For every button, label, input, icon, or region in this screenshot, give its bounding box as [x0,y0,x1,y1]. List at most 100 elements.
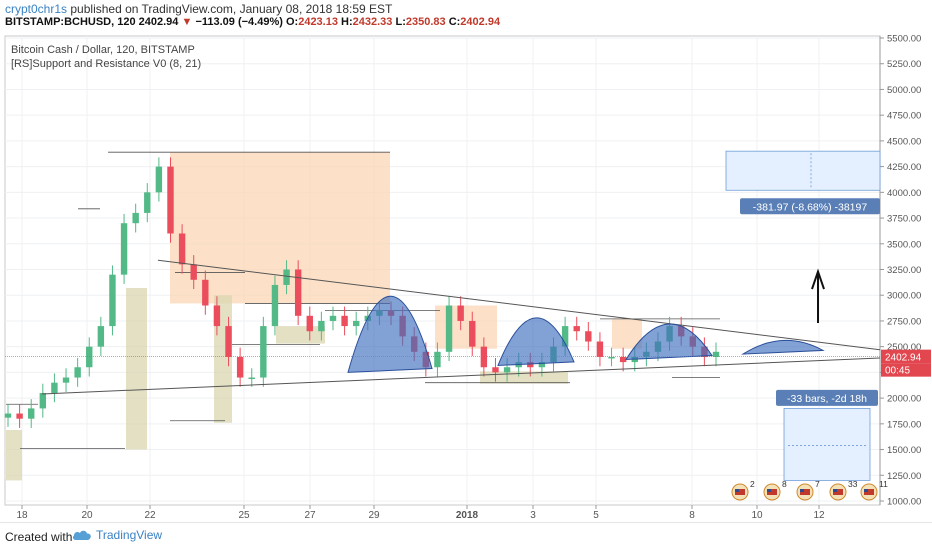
change-value: −113.09 (−4.49%) [195,16,283,28]
price-tick-label: 1750.00 [887,419,921,430]
indicator-title: [RS]Support and Resistance V0 (8, 21) [11,58,202,70]
event-flag-canton [735,489,739,492]
price-tick-label: 1000.00 [887,497,921,508]
sr-zone [6,430,22,481]
price-tick-label: 3500.00 [887,239,921,250]
measure-bars-tag [776,389,878,406]
time-tick-label: 2018 [456,510,479,521]
event-count-label: 8 [782,479,787,489]
candle-body [561,326,569,347]
high-label: H: [341,16,353,28]
price-tick-label: 3250.00 [887,265,921,276]
event-count-label: 2 [750,479,755,489]
event-flag-canton [864,489,868,492]
low-value: 2350.83 [405,16,446,28]
event-flag-canton [767,489,771,492]
published-text: published on TradingView.com, January 08… [70,2,393,16]
candle-body [74,367,81,378]
author-link[interactable]: crypt0chr1s [5,2,68,16]
price-tick-label: 1500.00 [887,445,921,456]
candle-body [457,305,464,321]
close-value: 2402.94 [460,16,501,28]
cloud-icon [72,530,91,540]
candle-body [190,264,197,280]
event-flag-canton [800,489,804,492]
candle-body [318,320,325,332]
candle-body [109,274,116,327]
candle-body [283,269,290,285]
candle-body [294,269,302,316]
cycle-arc [741,339,825,355]
sr-zone [126,288,147,450]
tradingview-brand[interactable]: TradingView [72,528,162,542]
candle-body [4,413,12,418]
time-tick-label: 22 [144,510,156,521]
candle-body [480,346,488,368]
time-tick-label: 27 [304,510,316,521]
publish-line: crypt0chr1s published on TradingView.com… [5,2,392,16]
chart-title: Bitcoin Cash / Dollar, 120, BITSTAMP [11,44,195,56]
time-tick-label: 20 [81,510,93,521]
time-tick-label: 3 [530,510,536,521]
cycle-arc [497,317,575,366]
sr-zone [276,326,325,344]
time-tick-label: 25 [238,510,250,521]
plot-frame [4,35,881,506]
candle-body [306,315,313,332]
measure-price-tag [740,198,880,215]
candle-body [492,367,499,373]
open-label: O: [285,16,299,28]
price-tick-label: 2000.00 [887,394,921,405]
cycle-arc [347,295,433,373]
candle-body [596,341,604,357]
time-tick-label: 29 [368,510,380,521]
current-price-tag [881,349,931,364]
event-flag-stripe [735,489,745,495]
price-tick-label: 5500.00 [887,34,921,45]
price-chart[interactable]: 5500.00 5250.00 5000.00 4750.00 4500.00 4250.… [0,30,932,522]
candle-body [608,356,615,359]
close-label: C: [448,16,461,28]
candle-body [271,284,279,327]
candle-body [120,223,128,275]
price-tick-label: 4500.00 [887,136,921,147]
event-flag-canton [833,489,837,492]
countdown-tag [881,363,931,377]
candle-body [225,326,232,357]
candle-body [329,315,337,321]
candle-body [469,320,476,347]
candle-body [155,166,163,193]
price-tick-label: 2750.00 [887,316,921,327]
candle-body [202,279,209,306]
measure-box-time [783,407,871,481]
time-tick-label: 12 [813,510,825,521]
current-price-label: 2402.94 [885,353,922,364]
high-value: 2432.33 [352,16,393,28]
event-flag-stripe [864,489,874,495]
event-flag-stripe [767,489,777,495]
ohlc-line: BITSTAMP:BCHUSD, 120 2402.94 ▼ −113.09 (… [5,16,500,28]
candle-body [260,326,267,378]
candle-body [178,233,186,265]
candle-body [62,377,70,383]
candle-body [144,192,151,213]
price-tick-label: 2500.00 [887,342,921,353]
down-arrow-icon: ▼ [181,16,193,28]
price-tick-label: 4000.00 [887,188,921,199]
measure-box-price [725,150,881,191]
price-tick-label: 3750.00 [887,214,921,225]
candle-body [619,356,627,363]
time-tick-label: 10 [751,510,763,521]
candle-body [132,212,139,224]
candle-body [167,166,174,234]
candle-body [585,331,592,342]
sr-zone [435,305,497,349]
last-price: 2402.94 [138,16,179,28]
candle-body [248,377,255,380]
time-tick-label: 8 [689,510,695,521]
candle-body [51,382,58,393]
candle-body [445,305,453,352]
created-with-label: Created with [5,530,73,544]
candle-body [434,351,441,368]
price-tick-label: 4750.00 [887,111,921,122]
